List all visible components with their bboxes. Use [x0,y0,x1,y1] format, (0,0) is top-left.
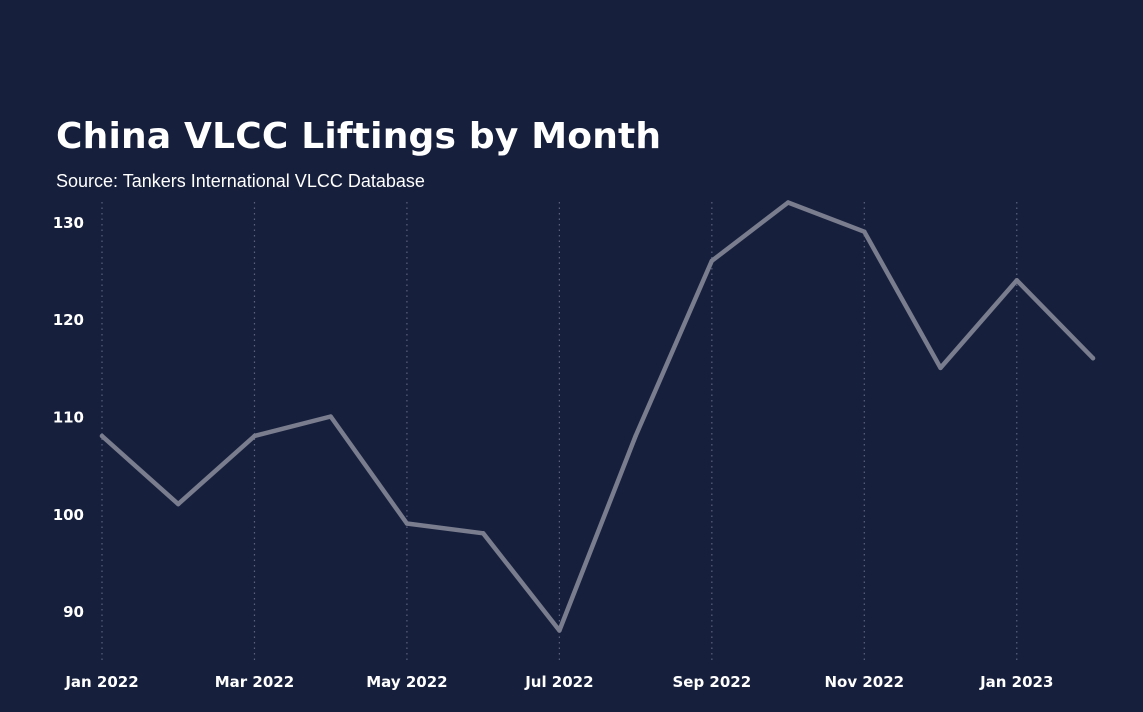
y-tick-label: 90 [63,603,84,621]
y-tick-label: 120 [53,311,84,329]
x-tick-label: Jan 2023 [979,673,1053,691]
y-axis: 90 100 110 120 130 [53,214,84,621]
data-point [328,414,333,419]
x-tick-label: Sep 2022 [673,673,752,691]
data-point [1090,355,1096,361]
x-tick-label: Jul 2022 [524,673,593,691]
x-tick-label: Jan 2022 [64,673,138,691]
chart-subtitle: Source: Tankers International VLCC Datab… [56,171,425,191]
data-point [480,531,486,536]
series-layer [99,200,1096,633]
data-point [862,229,867,234]
chart-title: China VLCC Liftings by Month [56,116,662,157]
x-axis: Jan 2022 Mar 2022 May 2022 Jul 2022 Sep 2022… [64,673,1053,691]
data-point [709,258,715,264]
x-tick-label: May 2022 [366,673,447,691]
x-tick-label: Nov 2022 [825,673,905,691]
y-tick-label: 130 [53,214,84,232]
data-point [404,521,410,526]
data-point [557,628,562,633]
data-point [633,433,638,439]
data-point [252,433,257,439]
y-tick-label: 110 [53,409,84,427]
grid-lines [101,202,1018,662]
data-point [99,433,105,439]
data-point [176,501,181,507]
data-point [938,365,943,371]
y-tick-label: 100 [53,506,84,524]
series-line [99,200,1096,633]
data-point [785,200,791,205]
x-tick-label: Mar 2022 [215,673,294,691]
data-point [1014,278,1019,283]
